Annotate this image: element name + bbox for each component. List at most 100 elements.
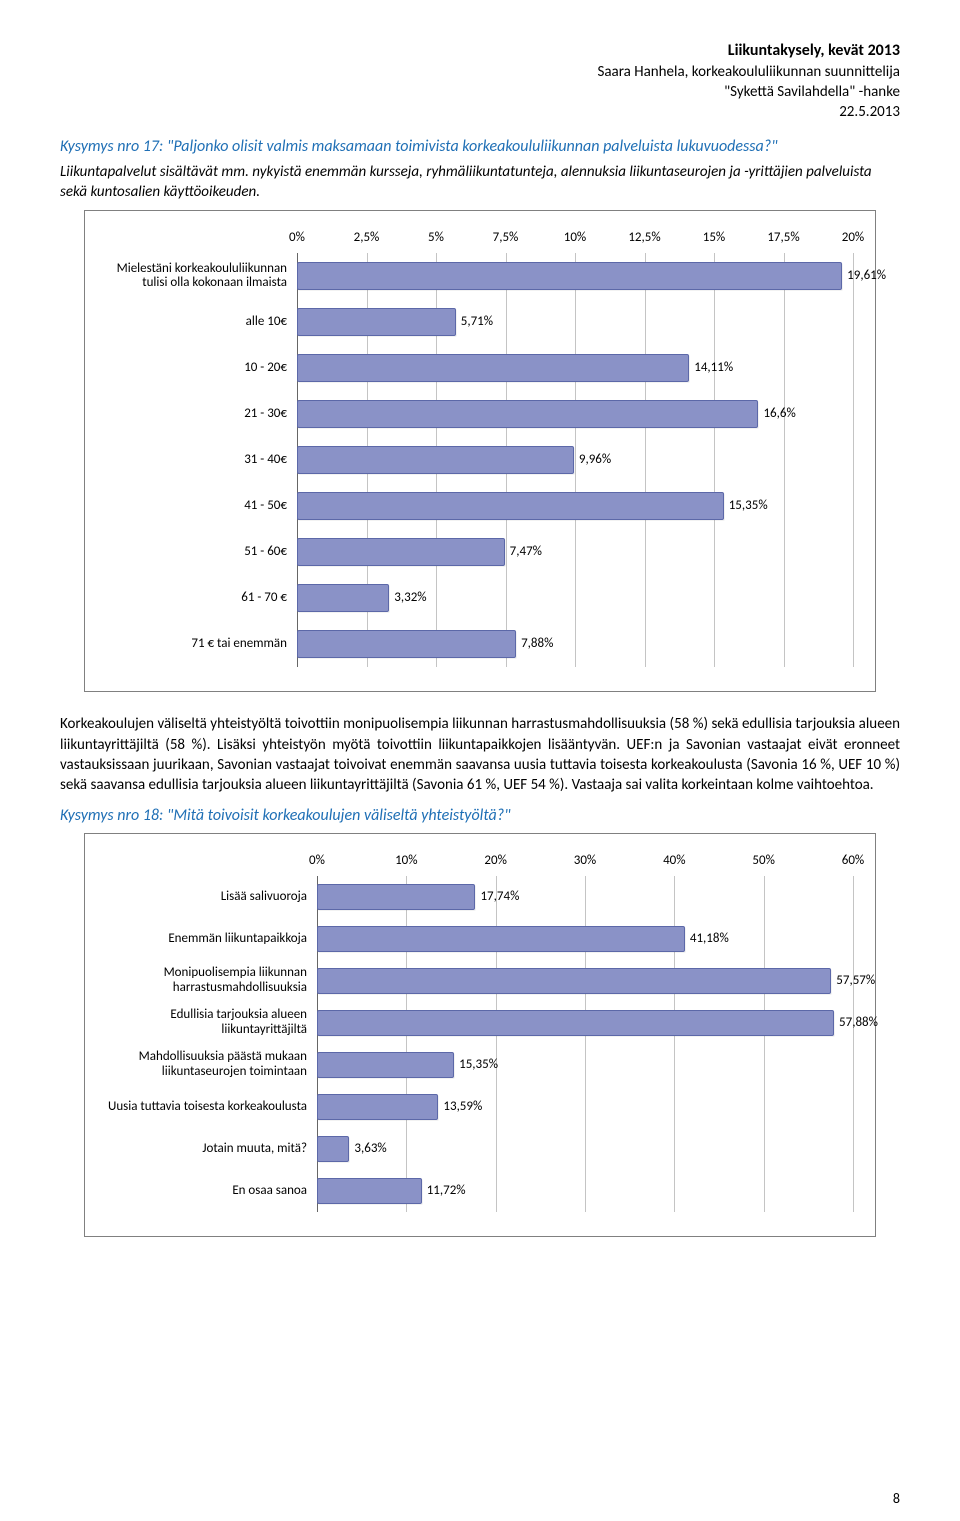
bar-cell: 14,11% [297,345,853,391]
bar-label: Mielestäni korkeakoululiikunnan tulisi o… [107,262,297,292]
bar-cell: 7,88% [297,621,853,667]
bar-label: Uusia tuttavia toisesta korkeakoulusta [107,1100,317,1115]
chart-row: Jotain muuta, mitä?3,63% [107,1128,853,1170]
chart-row: alle 10€5,71% [107,299,853,345]
bar-cell: 17,74% [317,876,853,918]
bar-label: Mahdollisuuksia päästä mukaan liikuntase… [107,1050,317,1080]
bar-cell: 9,96% [297,437,853,483]
chart-row: Enemmän liikuntapaikkoja41,18% [107,918,853,960]
axis-tick: 2,5% [354,229,380,247]
chart-1-axis: 0%2,5%5%7,5%10%12,5%15%17,5%20% [297,229,853,249]
bar: 13,59% [317,1094,438,1120]
axis-tick: 20% [484,852,506,870]
bar: 57,57% [317,968,831,994]
bar: 5,71% [297,308,456,336]
bar-cell: 57,88% [317,1002,853,1044]
chart-1-bars: Mielestäni korkeakoululiikunnan tulisi o… [107,253,853,667]
bar-cell: 41,18% [317,918,853,960]
bar-cell: 3,63% [317,1128,853,1170]
chart-row: 31 - 40€9,96% [107,437,853,483]
bar: 15,35% [297,492,724,520]
bar-value: 3,63% [354,1140,386,1158]
bar-value: 9,96% [579,452,611,470]
bar-label: alle 10€ [107,315,297,330]
bar: 17,74% [317,884,475,910]
bar: 7,88% [297,630,516,658]
bar: 3,32% [297,584,389,612]
header-line-2: "Sykettä Savilahdella" -hanke [60,82,900,102]
bar-cell: 57,57% [317,960,853,1002]
chart-row: Edullisia tarjouksia alueen liikuntayrit… [107,1002,853,1044]
axis-tick: 5% [428,229,444,247]
chart-2-container: 0% 10% 20% 30% 40% 50% 60% Lisää salivuoroja17… [84,833,876,1237]
axis-tick: 12,5% [628,229,660,247]
chart-2-bars: Lisää salivuoroja17,74%Enemmän liikuntap… [107,876,853,1212]
bar-cell: 5,71% [297,299,853,345]
question-17: Kysymys nro 17: "Paljonko olisit valmis … [60,136,900,158]
bar-cell: 19,61% [297,253,853,299]
bar-cell: 15,35% [297,483,853,529]
bar: 41,18% [317,926,685,952]
bar-value: 5,71% [461,314,493,332]
chart-row: 10 - 20€14,11% [107,345,853,391]
page-number: 8 [893,1490,900,1509]
bar: 9,96% [297,446,574,474]
bar-value: 15,35% [729,498,768,516]
bar-label: 31 - 40€ [107,453,297,468]
bar-value: 41,18% [690,930,729,948]
axis-tick: 20% [842,229,864,247]
bar-label: 61 - 70 € [107,591,297,606]
bar-value: 16,6% [763,406,795,424]
bar-cell: 16,6% [297,391,853,437]
bar-value: 15,35% [459,1056,498,1074]
axis-tick: 0% [289,229,305,247]
axis-tick: 10% [564,229,586,247]
bar: 16,6% [297,400,758,428]
bar-cell: 13,59% [317,1086,853,1128]
bar: 11,72% [317,1178,422,1204]
bar-value: 7,88% [521,636,553,654]
bar-value: 3,32% [394,590,426,608]
axis-tick: 50% [752,852,774,870]
header-title: Liikuntakysely, kevät 2013 [60,40,900,62]
axis-tick: 17,5% [767,229,799,247]
bar-label: Monipuolisempia liikunnan harrastusmahdo… [107,966,317,996]
bar: 57,88% [317,1010,834,1036]
bar: 15,35% [317,1052,454,1078]
bar-cell: 3,32% [297,575,853,621]
chart-row: Uusia tuttavia toisesta korkeakoulusta13… [107,1086,853,1128]
chart-row: 61 - 70 €3,32% [107,575,853,621]
bar-label: En osaa sanoa [107,1184,317,1199]
bar-value: 13,59% [443,1098,482,1116]
chart-row: Lisää salivuoroja17,74% [107,876,853,918]
page-header: Liikuntakysely, kevät 2013 Saara Hanhela… [60,40,900,122]
bar: 19,61% [297,262,842,290]
chart-row: Monipuolisempia liikunnan harrastusmahdo… [107,960,853,1002]
axis-tick: 0% [309,852,325,870]
axis-tick: 60% [842,852,864,870]
bar-value: 11,72% [427,1182,466,1200]
bar-cell: 15,35% [317,1044,853,1086]
chart-1-container: 0% 2,5% 5% 7,5% 10% 12,5% 15% 17,5% 20% Mielestä… [84,210,876,692]
chart-row: 51 - 60€7,47% [107,529,853,575]
bar: 7,47% [297,538,505,566]
bar: 14,11% [297,354,689,382]
bar-label: 10 - 20€ [107,361,297,376]
chart-2-axis: 0%10%20%30%40%50%60% [317,852,853,872]
bar-value: 57,57% [836,972,875,990]
bar-label: Edullisia tarjouksia alueen liikuntayrit… [107,1008,317,1038]
axis-tick: 40% [663,852,685,870]
bar-label: Enemmän liikuntapaikkoja [107,932,317,947]
bar-label: 21 - 30€ [107,407,297,422]
bar-value: 17,74% [480,888,519,906]
header-date: 22.5.2013 [60,102,900,122]
axis-tick: 7,5% [493,229,519,247]
bar-cell: 11,72% [317,1170,853,1212]
question-17-desc: Liikuntapalvelut sisältävät mm. nykyistä… [60,162,900,203]
bar: 3,63% [317,1136,349,1162]
axis-tick: 15% [703,229,725,247]
bar-cell: 7,47% [297,529,853,575]
axis-tick: 10% [395,852,417,870]
chart-row: 41 - 50€15,35% [107,483,853,529]
axis-tick: 30% [574,852,596,870]
